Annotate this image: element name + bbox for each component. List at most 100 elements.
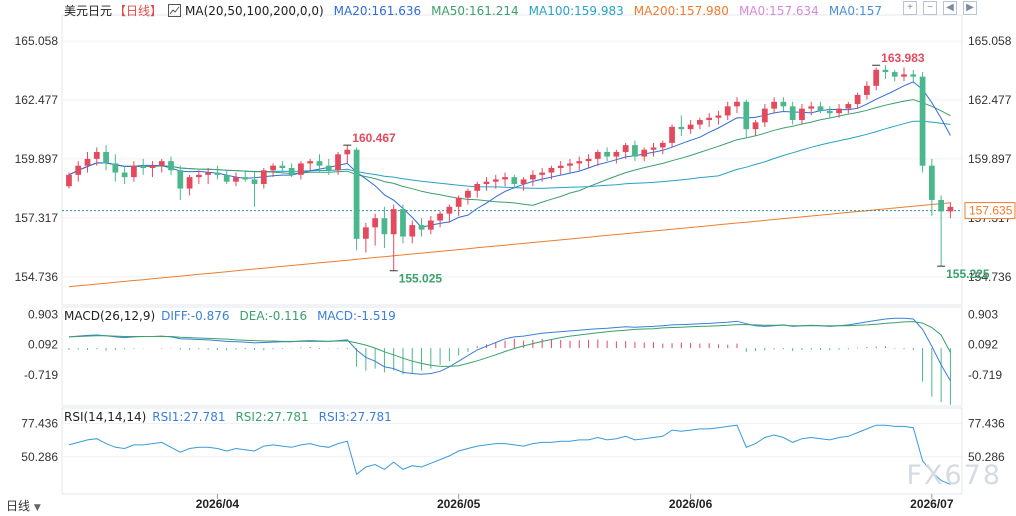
candle-body [836, 108, 842, 114]
candle-body [149, 165, 156, 168]
candle-body [557, 165, 564, 168]
plus-icon[interactable]: + [903, 1, 917, 15]
rsi-panel-frame [61, 407, 963, 495]
candle-body [307, 161, 314, 164]
period-label[interactable]: 【日线】 [114, 4, 163, 18]
candle-body [678, 126, 685, 130]
ma-params-label: MA(20,50,100,200,0,0) [185, 3, 324, 18]
candle-body [400, 209, 406, 237]
rsi-tick-left: 50.286 [21, 450, 58, 464]
candle-body [372, 218, 379, 228]
candle-body [632, 145, 638, 157]
symbol-label: 美元日元 [64, 4, 113, 18]
rsi-tick-left: 77.436 [21, 416, 58, 430]
candle-body [761, 108, 768, 123]
ma50-label: MA50:161.214 [431, 3, 519, 18]
right-arrow-icon[interactable]: ▶ [963, 1, 977, 15]
candle-body [715, 115, 722, 118]
candle-body [548, 167, 555, 173]
candle-body [446, 206, 453, 214]
candle-body [362, 227, 369, 239]
rsi-tick-right: 50.286 [968, 450, 1005, 464]
minus-icon[interactable]: − [923, 1, 937, 15]
candle-body [947, 206, 954, 212]
candle-body [567, 163, 573, 166]
candle-body [854, 94, 861, 105]
candle-body [242, 177, 249, 180]
candle-body [205, 172, 212, 175]
candle-body [103, 152, 109, 164]
candle-body [112, 163, 119, 173]
candle-body [697, 120, 703, 125]
candle-body [335, 154, 341, 171]
candle-body [502, 177, 508, 180]
ma0-label-b: MA0:157 [828, 3, 882, 18]
candle-body [882, 69, 889, 73]
candle-body [465, 190, 471, 198]
ma-settings-icon[interactable] [168, 4, 182, 17]
candle-body [724, 106, 731, 116]
candle-body [437, 213, 443, 221]
candle-body [298, 163, 304, 175]
annotation-low-1: 155.025 [399, 272, 443, 286]
candle-body [752, 122, 759, 130]
candle-body [260, 170, 267, 184]
candle-body [251, 179, 258, 184]
candle-body [186, 177, 193, 189]
candle-body [576, 161, 583, 164]
period-button-label: 日线 [6, 499, 31, 513]
candle-body [789, 106, 796, 121]
chevron-down-icon: ▼ [33, 503, 41, 513]
rsi1-label: RSI1:27.781 [152, 410, 226, 424]
macd-tick-right: -0.719 [968, 368, 1002, 382]
ma200-label: MA200:157.980 [633, 3, 729, 18]
candle-body [901, 74, 907, 77]
candle-body [131, 165, 137, 178]
candle-body [817, 106, 824, 111]
candle-body [381, 218, 388, 235]
candle-body [928, 165, 935, 200]
macd-tick-left: 0.903 [28, 307, 58, 321]
candle-body [140, 165, 147, 168]
candle-body [604, 152, 610, 157]
candle-body [390, 209, 397, 235]
candle-body [168, 161, 174, 171]
main-tick-left: 159.897 [15, 152, 59, 166]
candle-body [84, 158, 91, 166]
candle-body [771, 101, 777, 109]
current-price-box [964, 202, 1016, 220]
period-button[interactable]: 日线 ▼ [6, 497, 41, 514]
candle-body [520, 179, 527, 184]
x-axis-label: 2026/07 [910, 497, 954, 511]
current-price-label: 157.635 [969, 204, 1013, 218]
candle-body [427, 220, 434, 230]
macd-dea-line [68, 321, 951, 367]
candle-body [223, 174, 230, 182]
ma20-line [68, 81, 951, 228]
candle-body [455, 197, 462, 207]
candle-body [706, 117, 713, 121]
left-arrow-icon[interactable]: ◀ [943, 1, 957, 15]
macd-tick-left: 0.092 [28, 338, 58, 352]
annotation-high-2: 163.983 [881, 51, 925, 65]
ma100-line [68, 120, 951, 189]
candle-body [409, 225, 416, 237]
candle-body [121, 172, 128, 178]
main-tick-left: 154.736 [15, 270, 59, 284]
candle-body [743, 101, 750, 130]
candle-body [641, 149, 648, 157]
candle-body [864, 85, 870, 95]
candle-body [353, 149, 360, 239]
candle-body [177, 170, 184, 189]
main-tick-left: 157.317 [15, 211, 59, 225]
ma20-label: MA20:161.636 [333, 3, 422, 18]
candle-body [622, 145, 629, 153]
candle-body [75, 165, 82, 175]
candle-body [316, 161, 323, 166]
macd-legend: MACD(26,12,9) DIFF:-0.876 DEA:-0.116 MAC… [64, 309, 406, 323]
annotation-low-2: 155.225 [946, 267, 990, 281]
ma100-label: MA100:159.983 [528, 3, 624, 18]
candle-body [233, 177, 239, 182]
